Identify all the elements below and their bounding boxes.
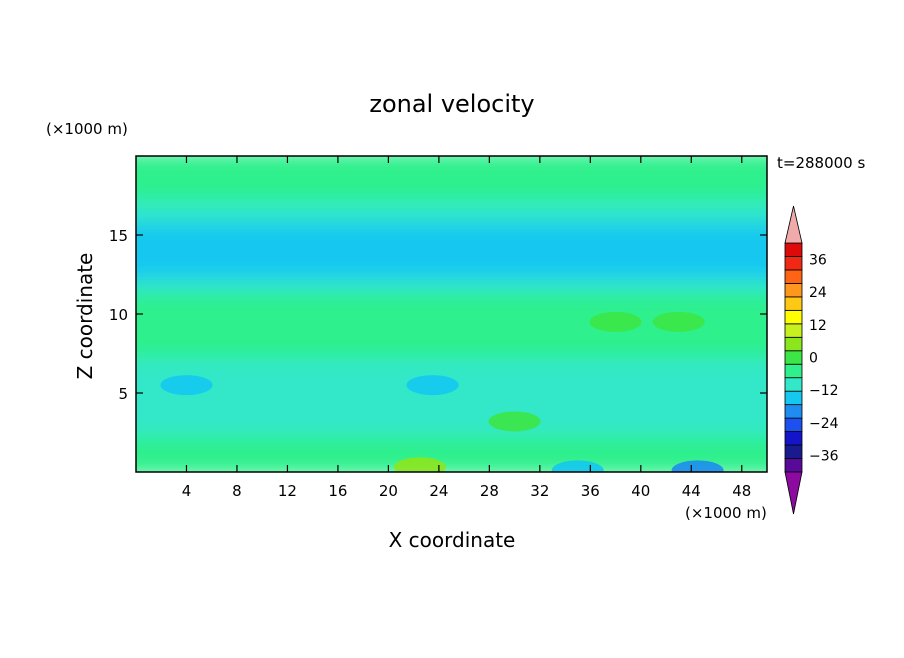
field-feature (488, 411, 541, 432)
colorbar-segment (784, 458, 803, 473)
colorbar-tick-label: 36 (809, 252, 827, 268)
colorbar: 36 24 12 0 −12 −24 −36 (784, 205, 839, 515)
x-tick-label: 24 (429, 482, 448, 500)
velocity-field (136, 156, 767, 472)
colorbar-over-arrow (784, 205, 803, 244)
x-axis-label: X coordinate (389, 528, 516, 552)
time-label: t=288000 s (777, 154, 865, 172)
field-band (136, 302, 767, 358)
colorbar-segment (784, 363, 803, 379)
field-feature (160, 375, 213, 396)
x-axis-ticks: 4 8 12 16 20 24 28 32 36 40 44 48 (182, 156, 751, 500)
colorbar-segment (784, 283, 803, 298)
field-feature (406, 375, 459, 396)
x-tick-label: 20 (379, 482, 398, 500)
colorbar-segment (784, 377, 803, 392)
x-tick-label: 44 (682, 482, 701, 500)
x-tick-label: 28 (480, 482, 499, 500)
colorbar-segment (784, 404, 803, 419)
y-unit-label: (×1000 m) (46, 120, 128, 138)
field-feature (393, 457, 446, 472)
x-unit-label: (×1000 m) (685, 504, 767, 522)
field-band (136, 156, 767, 200)
x-tick-label: 32 (530, 482, 549, 500)
colorbar-segment (784, 242, 803, 257)
colorbar-segment (784, 309, 803, 325)
colorbar-segment (784, 390, 803, 406)
colorbar-under-arrow (784, 471, 803, 515)
field-bands (136, 156, 767, 472)
field-feature (551, 460, 604, 472)
colorbar-tick-label: 0 (809, 351, 818, 367)
x-tick-label: 16 (328, 482, 347, 500)
y-tick-label: 15 (109, 227, 128, 245)
x-tick-label: 36 (581, 482, 600, 500)
colorbar-segment (784, 336, 803, 352)
field-feature (589, 311, 642, 332)
colorbar-segment (784, 444, 803, 459)
x-tick-label: 12 (278, 482, 297, 500)
colorbar-tick-label: 12 (809, 318, 827, 334)
y-tick-label: 10 (109, 306, 128, 324)
colorbar-tick-label: −36 (809, 449, 839, 465)
field-band (136, 215, 767, 279)
colorbar-segment (784, 431, 803, 446)
y-axis-ticks: 5 10 15 (109, 227, 767, 403)
field-feature (652, 311, 705, 332)
chart-title: zonal velocity (369, 90, 534, 118)
colorbar-tick-label: −12 (809, 383, 839, 399)
x-tick-label: 8 (232, 482, 242, 500)
colorbar-segment (784, 323, 803, 338)
colorbar-tick-label: −24 (809, 416, 839, 432)
field-feature (671, 460, 724, 472)
colorbar-segment (784, 256, 803, 271)
colorbar-tick-label: 24 (809, 285, 827, 301)
field-band (136, 349, 767, 437)
y-axis-label: Z coordinate (73, 253, 97, 380)
colorbar-segment (784, 350, 803, 365)
x-tick-label: 4 (182, 482, 192, 500)
y-tick-label: 5 (118, 385, 128, 403)
x-tick-label: 40 (631, 482, 650, 500)
colorbar-segment (784, 296, 803, 311)
colorbar-segment (784, 269, 803, 284)
x-tick-label: 48 (732, 482, 751, 500)
colorbar-segment (784, 417, 803, 432)
